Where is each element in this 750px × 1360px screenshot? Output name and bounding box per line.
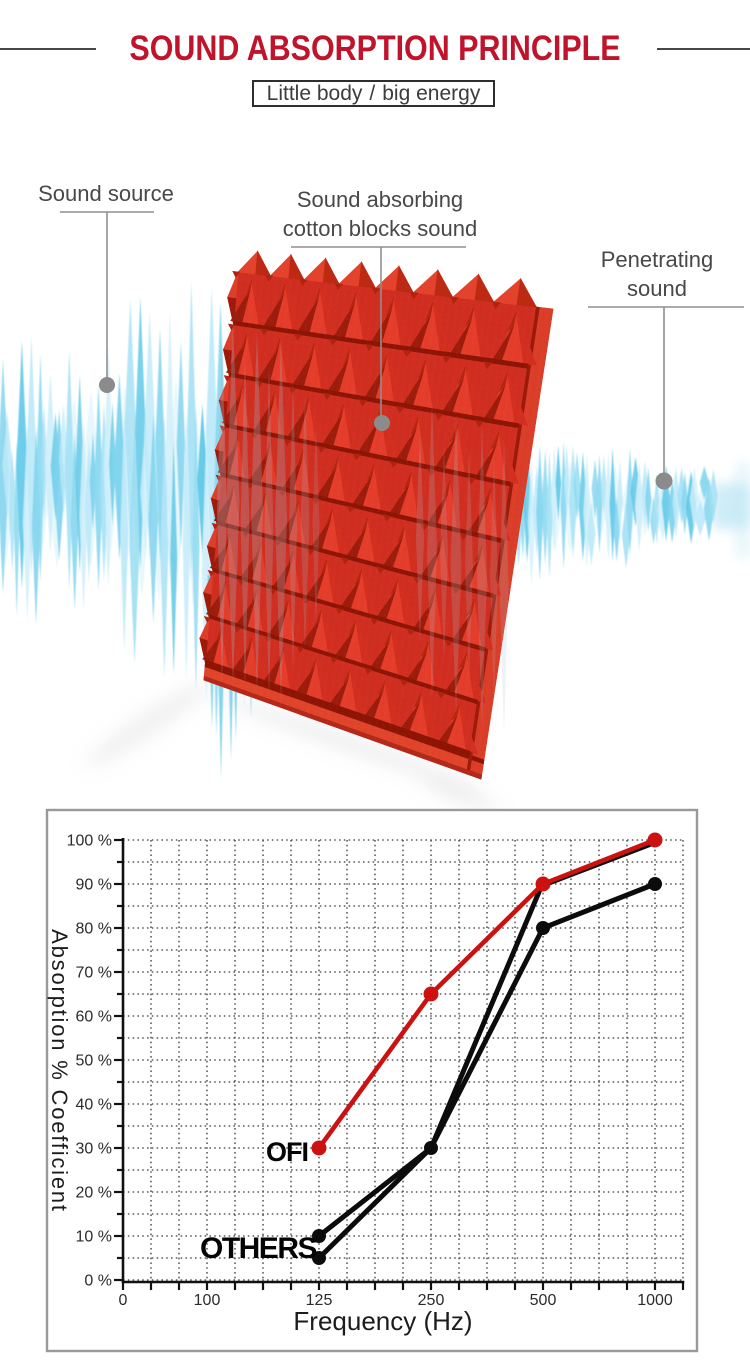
- svg-text:100 %: 100 %: [67, 833, 112, 850]
- svg-text:70 %: 70 %: [76, 965, 112, 982]
- svg-text:500: 500: [530, 1292, 557, 1309]
- svg-text:30 %: 30 %: [76, 1141, 112, 1158]
- svg-text:125: 125: [306, 1292, 333, 1309]
- svg-text:40 %: 40 %: [76, 1097, 112, 1114]
- svg-text:100: 100: [194, 1292, 221, 1309]
- svg-text:50 %: 50 %: [76, 1053, 112, 1070]
- svg-text:OTHERS: OTHERS: [200, 1232, 317, 1265]
- svg-text:20 %: 20 %: [76, 1185, 112, 1202]
- svg-text:1000: 1000: [637, 1292, 673, 1309]
- svg-text:10 %: 10 %: [76, 1229, 112, 1246]
- svg-text:60 %: 60 %: [76, 1009, 112, 1026]
- svg-text:80 %: 80 %: [76, 921, 112, 938]
- svg-text:OFI: OFI: [266, 1137, 308, 1167]
- svg-text:90 %: 90 %: [76, 877, 112, 894]
- svg-text:Frequency (Hz): Frequency (Hz): [293, 1306, 472, 1336]
- svg-text:250: 250: [418, 1292, 445, 1309]
- svg-text:Absorption % Coefficient: Absorption % Coefficient: [47, 929, 72, 1213]
- svg-text:0: 0: [119, 1292, 128, 1309]
- svg-text:0 %: 0 %: [84, 1273, 112, 1290]
